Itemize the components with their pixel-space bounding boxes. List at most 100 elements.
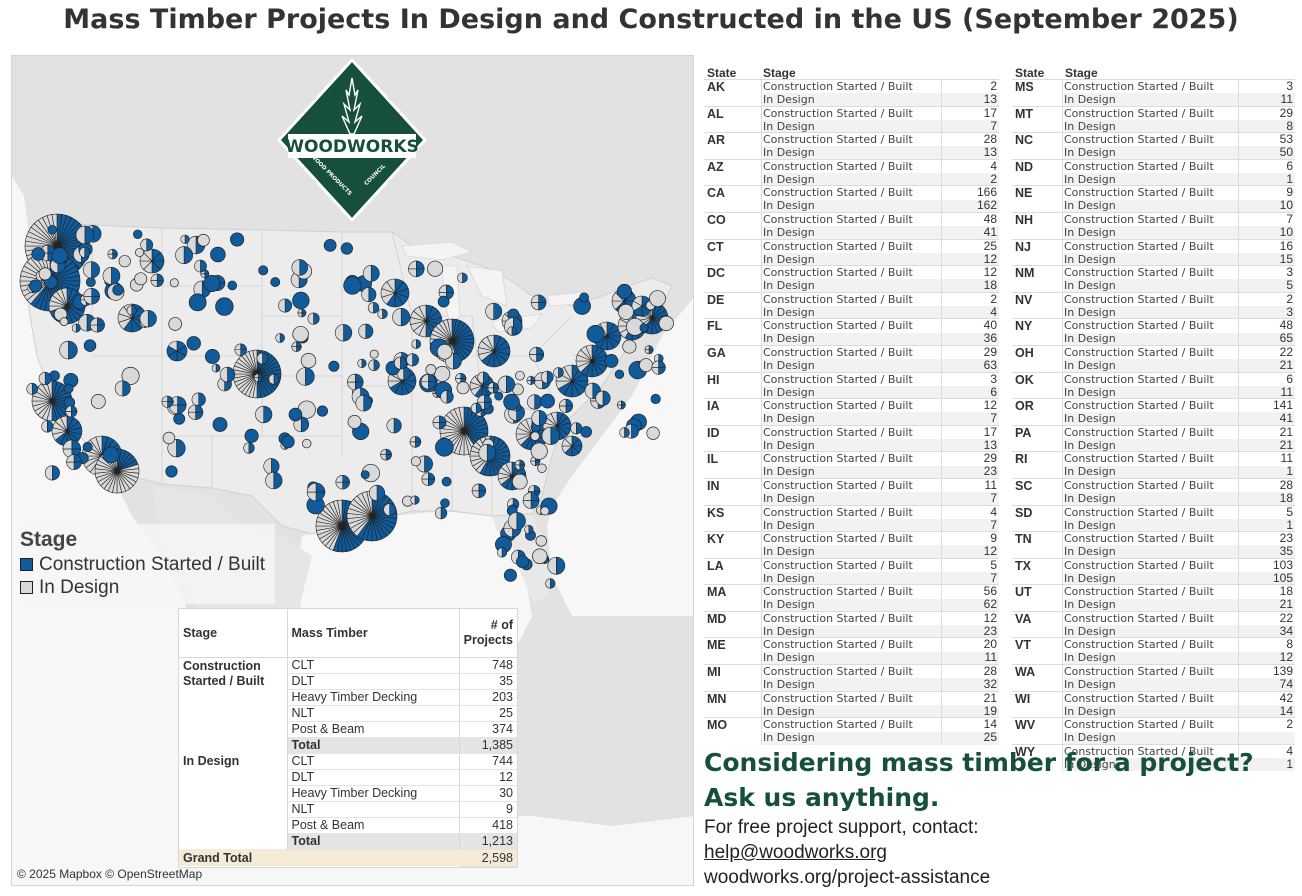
project-pie-marker[interactable]: [114, 380, 131, 397]
project-pie-marker[interactable]: [470, 402, 482, 414]
project-pie-marker[interactable]: [281, 435, 295, 449]
project-pie-marker[interactable]: [347, 373, 364, 391]
project-pie-marker[interactable]: [83, 261, 100, 279]
project-pie-marker[interactable]: [31, 247, 46, 261]
project-pie-marker[interactable]: [514, 459, 526, 471]
project-pie-marker[interactable]: [255, 405, 273, 424]
project-pie-marker[interactable]: [328, 360, 340, 372]
project-pie-marker[interactable]: [439, 406, 489, 456]
project-pie-marker[interactable]: [457, 272, 468, 284]
project-pie-marker[interactable]: [133, 229, 143, 239]
project-pie-marker[interactable]: [406, 353, 419, 367]
project-pie-marker[interactable]: [263, 458, 280, 475]
project-pie-marker[interactable]: [168, 317, 182, 331]
project-pie-marker[interactable]: [26, 383, 38, 395]
project-pie-marker[interactable]: [227, 280, 238, 291]
project-pie-marker[interactable]: [300, 352, 317, 369]
project-pie-marker[interactable]: [165, 465, 178, 478]
project-pie-marker[interactable]: [83, 288, 100, 305]
project-pie-marker[interactable]: [357, 358, 367, 369]
project-pie-marker[interactable]: [291, 259, 308, 276]
project-pie-marker[interactable]: [180, 234, 190, 244]
project-pie-marker[interactable]: [265, 471, 283, 490]
project-pie-marker[interactable]: [150, 273, 164, 287]
project-pie-marker[interactable]: [421, 472, 436, 486]
project-pie-marker[interactable]: [41, 420, 54, 433]
project-pie-marker[interactable]: [427, 260, 444, 277]
project-pie-marker[interactable]: [434, 506, 448, 520]
project-pie-marker[interactable]: [243, 442, 255, 454]
project-pie-marker[interactable]: [540, 506, 550, 516]
project-pie-marker[interactable]: [75, 225, 95, 245]
project-pie-marker[interactable]: [503, 568, 517, 582]
project-pie-marker[interactable]: [204, 349, 220, 364]
project-pie-marker[interactable]: [434, 365, 451, 382]
project-pie-marker[interactable]: [537, 463, 547, 473]
project-pie-marker[interactable]: [658, 315, 674, 331]
project-pie-marker[interactable]: [616, 283, 632, 299]
project-pie-marker[interactable]: [586, 325, 605, 343]
project-pie-marker[interactable]: [173, 412, 186, 425]
project-pie-marker[interactable]: [288, 407, 303, 422]
project-pie-marker[interactable]: [487, 382, 499, 394]
project-pie-marker[interactable]: [570, 422, 583, 435]
project-pie-marker[interactable]: [362, 264, 380, 282]
project-pie-marker[interactable]: [440, 498, 450, 508]
project-pie-marker[interactable]: [529, 346, 545, 362]
project-pie-marker[interactable]: [649, 290, 666, 307]
project-pie-marker[interactable]: [316, 405, 329, 417]
project-pie-marker[interactable]: [175, 246, 193, 265]
project-pie-marker[interactable]: [38, 372, 52, 386]
project-pie-marker[interactable]: [651, 360, 666, 375]
project-pie-marker[interactable]: [575, 344, 609, 378]
project-pie-marker[interactable]: [524, 524, 534, 535]
project-pie-marker[interactable]: [89, 317, 105, 333]
project-pie-marker[interactable]: [186, 336, 201, 351]
project-pie-marker[interactable]: [343, 276, 362, 295]
project-pie-marker[interactable]: [126, 305, 137, 316]
project-pie-marker[interactable]: [410, 495, 420, 505]
project-pie-marker[interactable]: [296, 367, 315, 386]
project-pie-marker[interactable]: [112, 284, 124, 296]
project-pie-marker[interactable]: [139, 248, 165, 274]
project-pie-marker[interactable]: [435, 438, 454, 457]
project-pie-marker[interactable]: [497, 375, 515, 394]
project-pie-marker[interactable]: [135, 247, 145, 257]
project-pie-marker[interactable]: [396, 366, 411, 381]
project-pie-marker[interactable]: [456, 381, 470, 395]
project-pie-marker[interactable]: [547, 556, 566, 575]
map-attribution[interactable]: © 2025 Mapbox © OpenStreetMap: [17, 867, 203, 881]
project-pie-marker[interactable]: [197, 233, 210, 247]
project-pie-marker[interactable]: [411, 339, 422, 349]
project-pie-marker[interactable]: [579, 292, 590, 303]
project-pie-marker[interactable]: [522, 492, 540, 509]
project-pie-marker[interactable]: [540, 370, 554, 384]
project-pie-marker[interactable]: [59, 317, 69, 327]
project-pie-marker[interactable]: [618, 303, 634, 320]
project-pie-marker[interactable]: [361, 287, 377, 303]
project-pie-marker[interactable]: [604, 354, 619, 368]
project-pie-marker[interactable]: [203, 274, 221, 292]
project-pie-marker[interactable]: [540, 393, 555, 409]
project-pie-marker[interactable]: [302, 438, 312, 449]
project-pie-marker[interactable]: [380, 278, 410, 308]
project-pie-marker[interactable]: [28, 279, 43, 293]
project-pie-marker[interactable]: [358, 323, 374, 339]
project-pie-marker[interactable]: [44, 465, 60, 481]
project-pie-marker[interactable]: [545, 578, 556, 589]
project-pie-marker[interactable]: [386, 418, 402, 434]
project-pie-marker[interactable]: [485, 302, 503, 320]
project-pie-marker[interactable]: [639, 323, 649, 333]
project-pie-marker[interactable]: [441, 476, 452, 487]
project-pie-marker[interactable]: [368, 359, 380, 371]
project-pie-marker[interactable]: [253, 373, 263, 383]
legend-item-design[interactable]: In Design: [20, 576, 275, 599]
project-pie-marker[interactable]: [494, 391, 504, 401]
project-pie-marker[interactable]: [335, 324, 353, 342]
project-pie-marker[interactable]: [595, 390, 611, 406]
project-pie-marker[interactable]: [161, 395, 174, 408]
project-pie-marker[interactable]: [477, 371, 490, 384]
project-pie-marker[interactable]: [102, 267, 121, 285]
project-pie-marker[interactable]: [306, 482, 326, 502]
project-pie-marker[interactable]: [323, 238, 337, 252]
